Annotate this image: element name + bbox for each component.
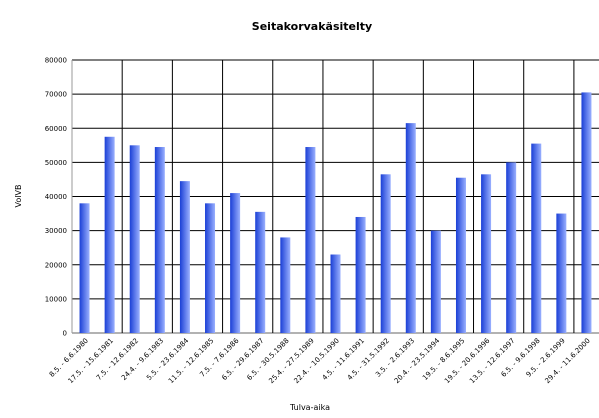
y-tick-label: 30000: [45, 227, 67, 235]
y-tick-label: 40000: [45, 193, 67, 201]
bar: [280, 237, 291, 333]
bar: [179, 181, 190, 333]
bar: [104, 136, 115, 333]
x-tick-label: 22.4. - 10.5.1990: [293, 337, 341, 385]
bar: [581, 92, 592, 333]
bar: [455, 177, 466, 333]
bar: [79, 203, 90, 333]
y-tick-label: 60000: [45, 125, 67, 133]
bar: [255, 211, 266, 333]
bar: [230, 193, 241, 333]
x-tick-label: 29.4. - 11.6.2000: [543, 337, 591, 385]
bar: [355, 216, 366, 333]
bar: [305, 147, 316, 333]
bar: [330, 254, 341, 333]
chart-title: Seitakorvakäsitelty: [252, 20, 372, 33]
y-tick-label: 70000: [45, 91, 67, 99]
chart-bars: [79, 92, 592, 333]
y-axis-ticks: 0 10000 20000 30000 40000 50000 60000 70000 8000…: [45, 57, 67, 338]
x-tick-label: 11.5. - 12.6.1985: [167, 337, 215, 385]
y-tick-label: 20000: [45, 261, 67, 269]
y-tick-label: 10000: [45, 295, 67, 303]
x-tick-label: 13.5. - 12.6.1997: [468, 337, 516, 385]
bar: [481, 174, 492, 333]
bar: [556, 213, 567, 333]
bar: [154, 147, 165, 333]
y-tick-label: 0: [63, 330, 67, 338]
bar: [205, 203, 216, 333]
bar: [531, 143, 542, 333]
bar: [380, 174, 391, 333]
y-tick-label: 80000: [45, 57, 67, 65]
x-axis-label: Tulva-aika: [289, 403, 330, 412]
y-axis-label: VolVB: [14, 185, 23, 208]
x-tick-label: 17.5. - 15.6.1981: [67, 337, 115, 385]
bar: [129, 145, 140, 333]
x-tick-label: 19.5. - 20.6.1996: [443, 336, 492, 385]
bar: [405, 123, 416, 333]
bar: [506, 162, 517, 333]
y-tick-label: 50000: [45, 159, 67, 167]
x-tick-label: 20.4. - 23.5.1994: [393, 336, 442, 385]
x-tick-label: 25.4. - 27.5.1989: [267, 337, 315, 385]
bar: [430, 230, 441, 333]
